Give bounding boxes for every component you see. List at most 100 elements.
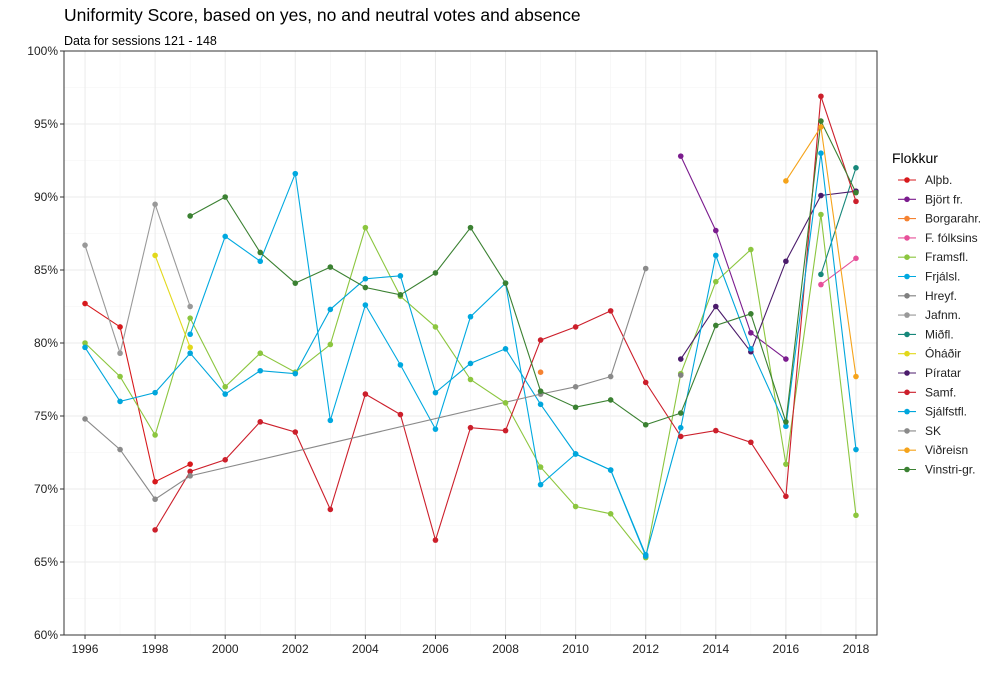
data-point-frjalsl [187,331,193,338]
data-point-bjort-fr [783,356,789,362]
data-point-jafnm [82,242,88,248]
legend-key-point [904,408,910,415]
legend-item-jafnm: Jafnm. [898,308,961,322]
legend-label: F. fólksins [925,231,978,245]
data-point-samf [818,93,824,100]
data-point-jafnm [152,201,158,208]
legend-item-samf: Samf. [898,385,956,399]
chart-subtitle: Data for sessions 121 - 148 [64,34,217,48]
data-point-framsfl [257,350,264,357]
x-tick-label: 2006 [422,642,449,656]
data-point-sjalfstfl [537,401,544,408]
legend-item-bjort-fr: Björt fr. [898,192,963,206]
data-point-althb [187,461,193,467]
data-point-althb [82,300,88,307]
data-point-sjalfstfl [677,424,684,431]
legend-label: Borgarahr. [925,212,981,226]
series-points [82,93,859,561]
data-point-sjalfstfl [397,273,404,279]
data-point-samf [537,337,544,343]
data-point-vinstri-gr [572,404,579,411]
data-point-bjort-fr [713,227,719,234]
data-point-sjalfstfl [432,389,439,396]
legend-item-ohadir: Óháðir [898,346,961,361]
data-point-frjalsl [292,170,299,177]
legend-item-sk: SK [898,424,941,438]
legend-label: Píratar [925,366,961,380]
data-point-vinstri-gr [397,292,404,298]
data-point-vinstri-gr [502,280,509,286]
data-point-sjalfstfl [642,553,649,559]
series-line-f-folksins [820,257,857,286]
data-point-vinstri-gr [677,410,684,416]
data-point-sjalfstfl [853,446,859,453]
data-point-ohadir [187,344,193,351]
x-tick-label: 2010 [562,642,589,656]
legend-label: Hreyf. [925,289,957,303]
x-tick-label: 2012 [632,642,659,656]
x-tick-label: 2016 [773,642,800,656]
legend-label: Alþb. [925,173,952,187]
data-point-frjalsl [432,426,439,432]
data-point-vidreisn [818,124,824,130]
data-point-borgarahr [537,369,544,376]
data-point-framsfl [853,512,859,519]
data-point-sjalfstfl [187,350,193,357]
series-line-sk [84,268,647,500]
data-point-sk [607,373,614,380]
data-point-samf [748,439,754,446]
data-point-hreyf [677,372,684,378]
data-point-sjalfstfl [82,344,88,351]
y-tick-label: 75% [34,409,58,423]
legend-item-midfl: Miðfl. [898,327,954,341]
legend-title: Flokkur [892,150,938,166]
legend-label: SK [925,424,941,438]
data-point-sjalfstfl [152,389,158,396]
x-tick-label: 2018 [843,642,870,656]
data-point-framsfl [783,461,789,467]
legend-item-sjalfstfl: Sjálfstfl. [898,405,967,419]
data-point-vinstri-gr [642,421,649,428]
legend-label: Vinstri-gr. [925,463,975,477]
data-point-piratar [783,258,789,265]
data-point-samf [152,527,158,533]
data-point-vinstri-gr [853,189,859,196]
y-tick-label: 85% [34,263,58,277]
data-point-jafnm [187,303,193,310]
legend-key-point [904,389,910,396]
legend-label: Jafnm. [925,308,961,322]
data-point-framsfl [432,324,439,330]
data-point-althb [117,324,123,330]
data-point-framsfl [572,503,579,510]
legend-key-point [904,350,910,357]
x-tick-label: 2008 [492,642,519,656]
data-point-vinstri-gr [257,249,264,256]
data-point-sjalfstfl [607,467,614,473]
data-point-vidreisn [783,178,789,184]
series-line-piratar [680,190,857,360]
data-point-vinstri-gr [537,388,544,394]
legend-item-vinstri-gr: Vinstri-gr. [898,463,975,477]
legend-item-framsfl: Framsfl. [898,250,968,264]
data-point-framsfl [362,224,369,231]
x-axis: 1996 1998 2000 2002 2004 2006 2008 2010 2012 2014… [72,635,870,656]
legend-label: Óháðir [925,346,961,361]
legend-key-point [904,370,910,376]
data-point-samf [397,411,404,418]
data-point-bjort-fr [677,153,684,159]
legend-key-point [904,447,910,454]
data-point-vinstri-gr [292,280,299,286]
data-point-samf [572,324,579,330]
data-point-vinstri-gr [748,311,754,317]
data-point-samf [467,424,474,431]
data-point-frjalsl [257,258,264,265]
x-tick-label: 2004 [352,642,379,656]
data-point-sjalfstfl [572,451,579,457]
series-line-vinstri-gr [189,119,857,426]
data-point-vinstri-gr [607,397,614,403]
data-point-jafnm [117,350,123,357]
data-point-framsfl [748,246,754,253]
data-point-piratar [677,356,684,362]
data-point-framsfl [818,211,824,218]
data-point-framsfl [502,400,509,406]
